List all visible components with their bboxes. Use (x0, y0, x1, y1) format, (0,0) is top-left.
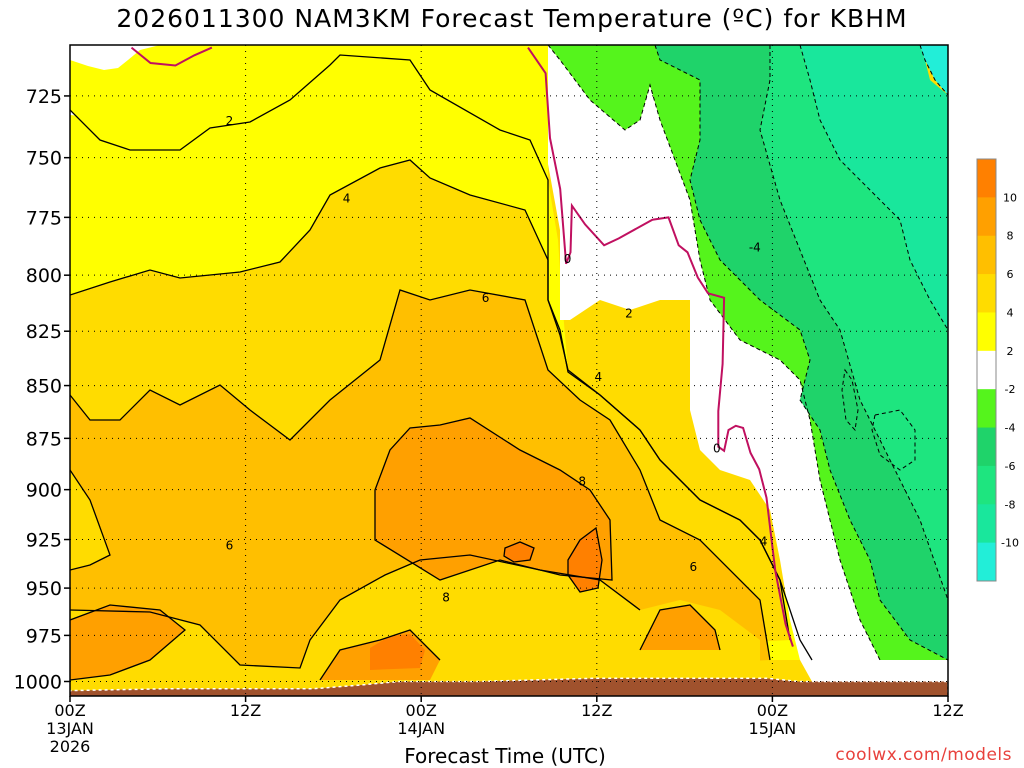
plot-frame (69, 44, 949, 697)
band-m2-2-top-fill (70, 45, 548, 180)
dashed-contours (547, 45, 948, 661)
contour-label: 6 (482, 291, 490, 305)
y-tick-label: 1000 (14, 671, 62, 693)
y-tick-label: 800 (26, 265, 62, 287)
contour-label: 2 (226, 114, 234, 128)
contour-label: 8 (578, 475, 586, 489)
contour-label: 4 (594, 370, 602, 384)
band-m2-2 (520, 45, 948, 696)
band-m10-m8 (770, 45, 948, 330)
colorbar-label: 2 (1007, 345, 1014, 358)
x-tick-label: 00Z (757, 701, 788, 720)
colorbar-swatch (977, 159, 996, 198)
x-tick-label: 00Z (54, 701, 85, 720)
y-tick-label: 750 (26, 148, 62, 170)
x-tick-label: 12Z (581, 701, 612, 720)
x-tick-sublabel: 2026 (50, 737, 91, 756)
contour-label: 2 (625, 306, 633, 320)
colorbar-swatch (977, 350, 996, 390)
y-tick-label: 975 (26, 625, 62, 647)
colorbar-swatch (977, 312, 996, 352)
colorbar-swatch (977, 542, 996, 582)
colorbar-swatch (977, 274, 996, 313)
colorbar-label: 10 (1003, 191, 1017, 204)
colorbar: 10 8 6 4 2 -2 -4 -6 -8 -10 (976, 158, 1019, 582)
band-8-10 (375, 418, 612, 580)
y-tick-label: 850 (26, 376, 62, 398)
colorbar-label: -6 (1005, 460, 1016, 473)
contour-label: -4 (749, 241, 761, 255)
colorbar-label: 8 (1007, 230, 1014, 243)
band-m6-m4 (655, 45, 948, 660)
contour-label: 4 (343, 191, 351, 205)
colorbar-frame (976, 158, 997, 582)
colorbar-label: -4 (1005, 422, 1016, 435)
x-tick-label: 12Z (230, 701, 261, 720)
colorbar-swatch (977, 504, 996, 544)
colorbar-swatch (977, 389, 996, 429)
contour-label: 0 (713, 442, 721, 456)
contour-label: 6 (226, 538, 234, 552)
x-tick-sublabel: 15JAN (749, 719, 797, 738)
x-tick-sublabel: 14JAN (397, 719, 445, 738)
band-ge10-b (504, 542, 534, 562)
y-tick-label: 725 (26, 86, 62, 108)
band-m8-m6 (700, 45, 948, 600)
contour-labels: 2 4 6 8 6 0 2 4 8 6 4 0 -4 (226, 114, 768, 605)
y-tick-label: 950 (26, 578, 62, 600)
band-8-10-right (640, 605, 720, 650)
contour-label: 0 (564, 252, 572, 266)
freezing-line (130, 46, 213, 67)
colorbar-label: -2 (1005, 383, 1016, 396)
chart-title: 2026011300 NAM3KM Forecast Temperature (… (116, 4, 908, 33)
colorbar-swatch (977, 235, 996, 275)
freezing-line (527, 47, 794, 647)
y-tick-label: 925 (26, 530, 62, 552)
colorbar-label: -8 (1005, 498, 1016, 511)
colorbar-swatch (977, 197, 996, 237)
y-tick-label: 875 (26, 428, 62, 450)
band-ge10-c (370, 634, 425, 670)
x-tick-sublabel: 13JAN (46, 719, 94, 738)
colorbar-label: -10 (1001, 537, 1019, 550)
contour-label: 4 (760, 535, 768, 549)
band-le-m10 (920, 45, 948, 95)
y-tick-label: 825 (26, 321, 62, 343)
colorbar-label: 6 (1007, 268, 1014, 281)
solid-contours (70, 54, 813, 681)
colorbar-swatch (977, 465, 996, 505)
x-tick-label: 12Z (932, 701, 963, 720)
band-8-10-left (70, 605, 185, 680)
colorbar-label: 4 (1007, 306, 1014, 319)
contour-label: 6 (690, 560, 698, 574)
y-tick-label: 775 (26, 207, 62, 229)
y-axis: 725 750 775 800 825 850 875 900 925 950 975 1000 (14, 86, 70, 693)
contour-label: 8 (442, 591, 450, 605)
credit-text: coolwx.com/models (835, 745, 1012, 765)
colorbar-swatch (977, 427, 996, 467)
y-tick-label: 900 (26, 480, 62, 502)
band-6-8-left (70, 470, 110, 570)
filled-contours (70, 45, 948, 696)
x-tick-label: 00Z (406, 701, 437, 720)
x-axis-label: Forecast Time (UTC) (404, 744, 606, 768)
